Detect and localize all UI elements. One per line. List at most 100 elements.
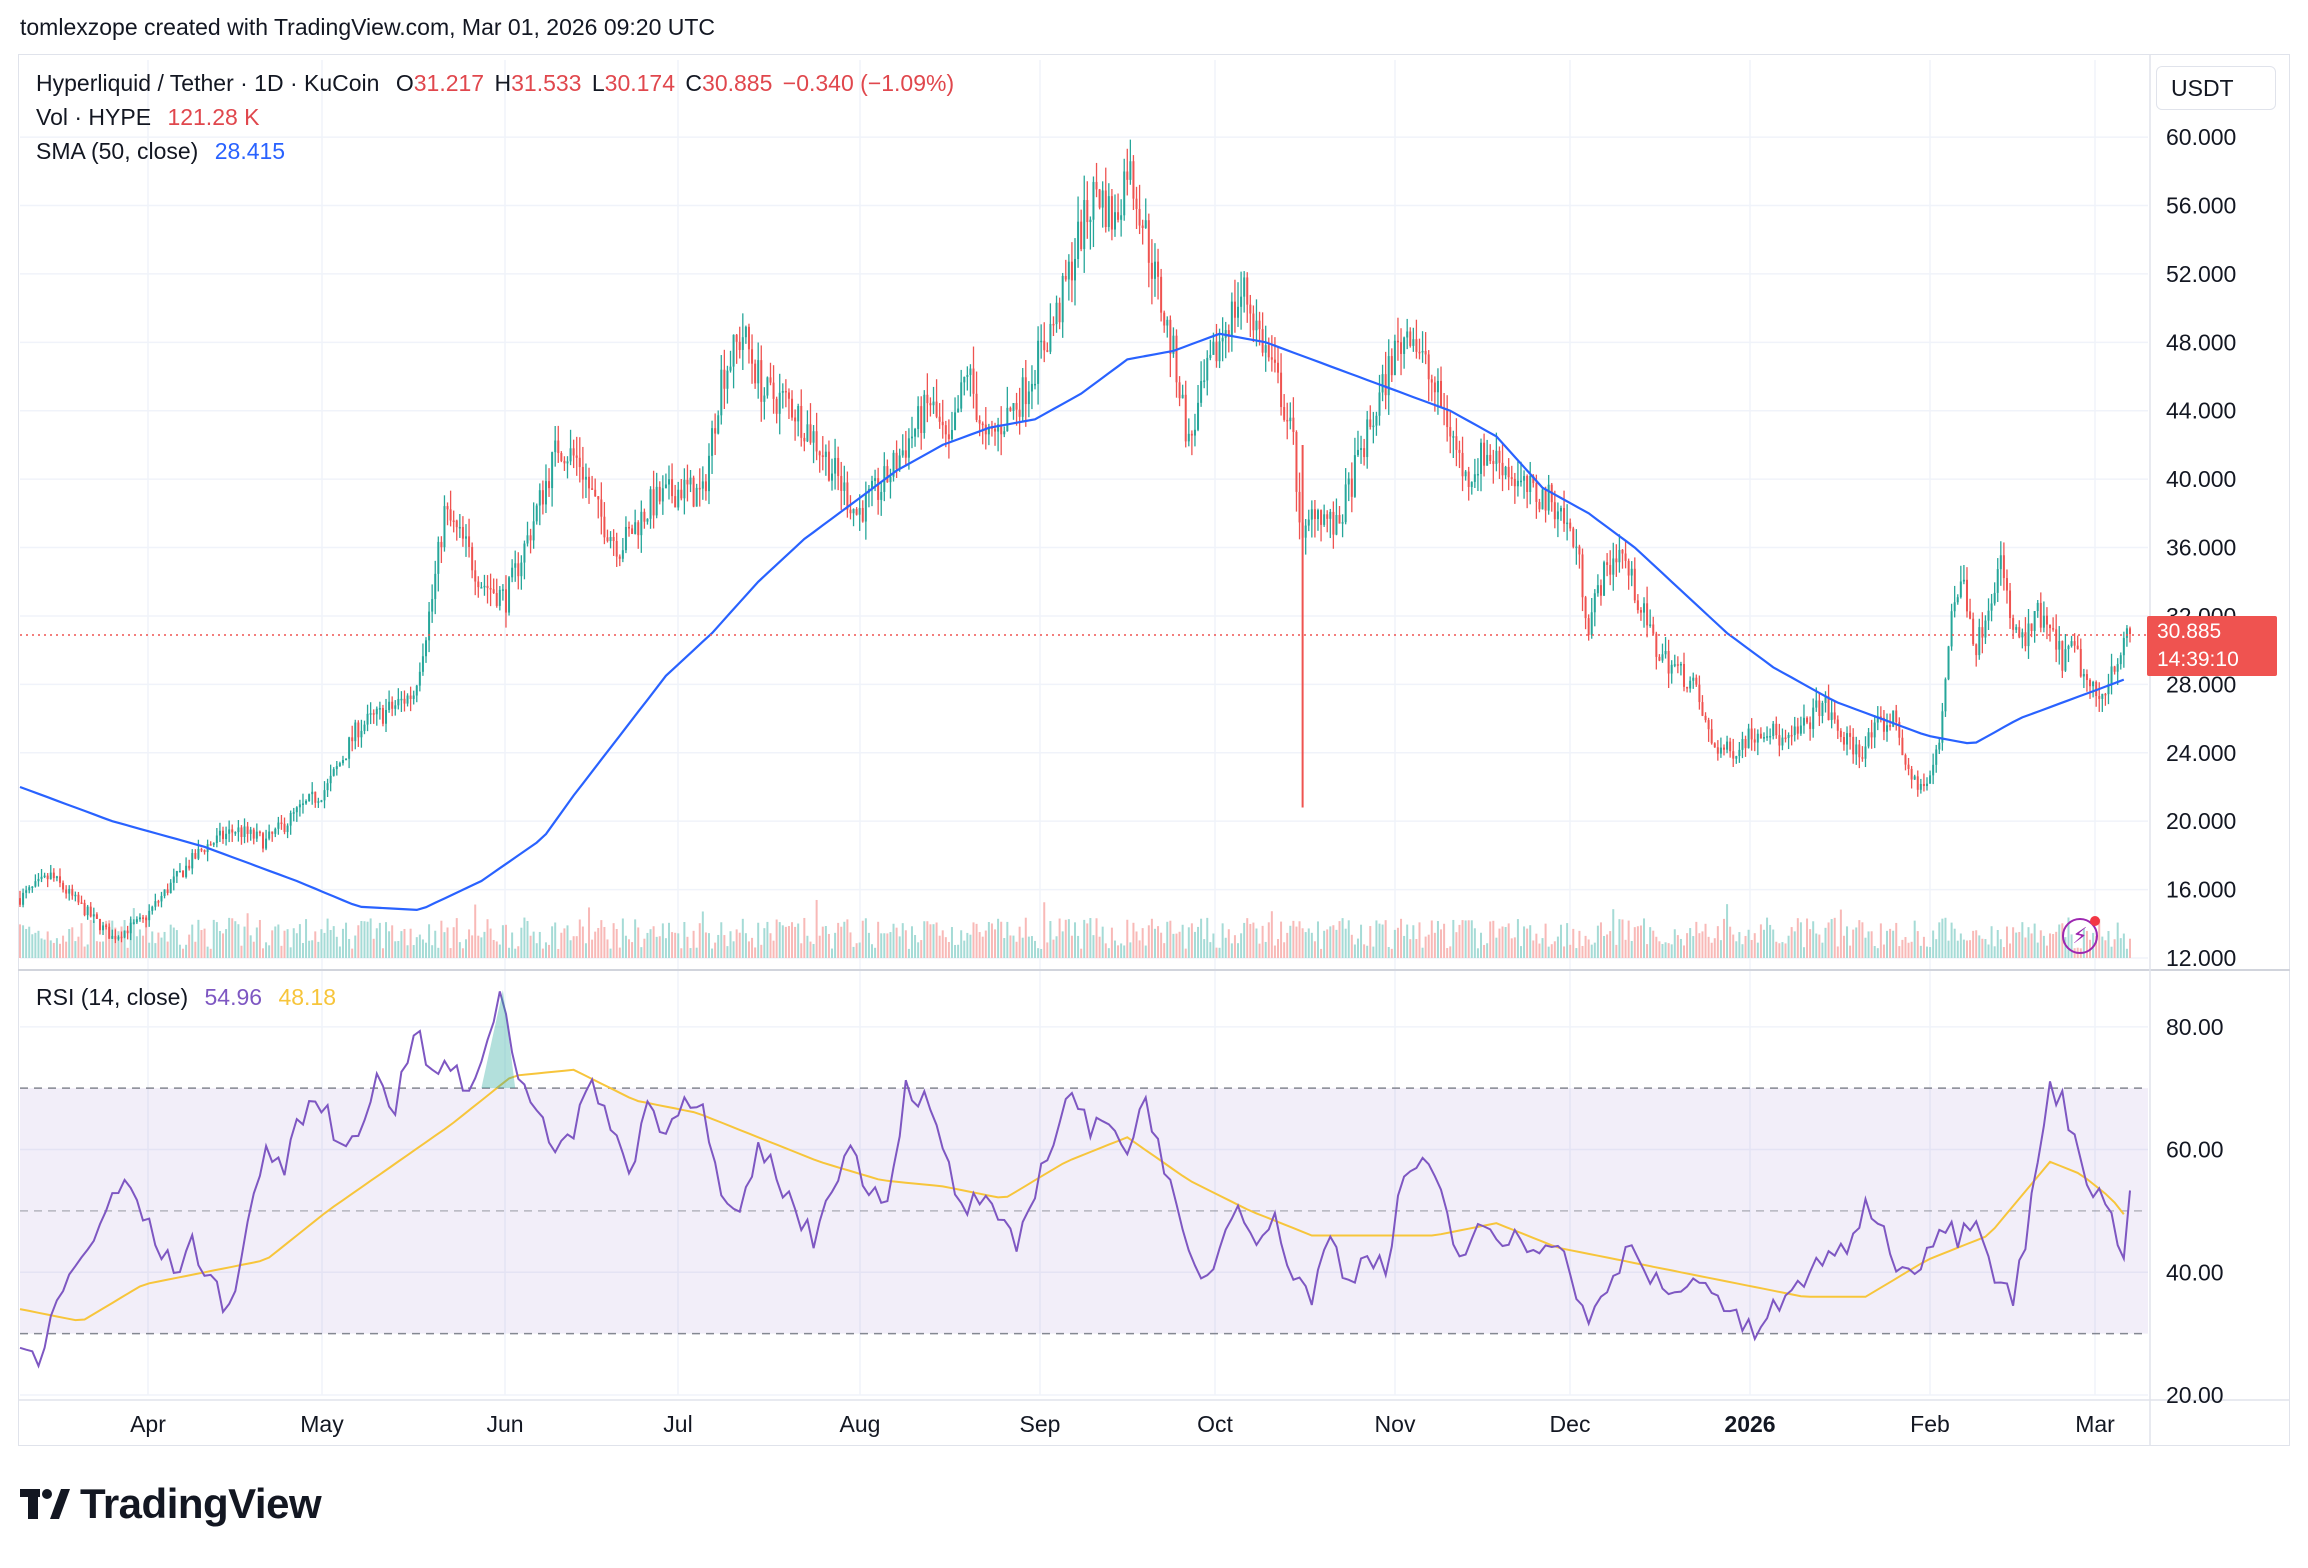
volume-bar xyxy=(1504,927,1507,958)
volume-bar xyxy=(557,948,560,958)
candle-body xyxy=(1110,196,1113,230)
axes: 60.000 56.000 52.000 48.000 44.000 40.000 36.0… xyxy=(18,54,2290,1446)
candle-body xyxy=(483,585,486,588)
volume-bar xyxy=(1187,927,1190,958)
candle-body xyxy=(981,423,984,426)
volume-bar xyxy=(237,924,240,958)
volume-bar xyxy=(1083,919,1086,958)
volume-bar xyxy=(1547,946,1550,958)
rsi-axis-tick: 20.00 xyxy=(2166,1382,2224,1408)
candle-body xyxy=(1965,579,1968,612)
candle-body xyxy=(1412,339,1415,346)
volume-bar xyxy=(923,921,926,958)
candle-body xyxy=(1987,610,1990,621)
candle-body xyxy=(495,593,498,606)
volume-bar xyxy=(320,929,323,958)
volume-bar xyxy=(978,932,981,958)
volume-bar xyxy=(1898,946,1901,958)
candle-body xyxy=(754,363,757,384)
candle-body xyxy=(1467,471,1470,487)
volume-bar xyxy=(1440,929,1443,958)
volume-bar xyxy=(345,922,348,958)
candle-body xyxy=(1289,417,1292,422)
candle-body xyxy=(197,848,200,859)
volume-bar xyxy=(1756,942,1759,958)
volume-bar xyxy=(461,948,464,958)
volume-bar xyxy=(874,947,877,958)
candle-body xyxy=(1101,190,1104,208)
volume-bar xyxy=(25,928,28,958)
legend-low-label: L xyxy=(591,70,605,96)
flash-icon[interactable]: ⚡ xyxy=(2062,916,2100,954)
volume-bar xyxy=(994,929,997,958)
candle-body xyxy=(1929,775,1932,784)
candle-body xyxy=(471,546,474,571)
volume-bar xyxy=(1418,922,1421,958)
volume-bar xyxy=(606,939,609,958)
volume-bar xyxy=(2129,938,2131,958)
candle-body xyxy=(261,833,264,849)
candle-body xyxy=(1396,340,1399,343)
candle-body xyxy=(831,473,834,481)
volume-bar xyxy=(363,921,366,958)
candle-body xyxy=(65,889,68,894)
volume-bar xyxy=(548,944,551,958)
volume-bar xyxy=(947,941,950,958)
volume-bar xyxy=(126,947,129,958)
volume-bar xyxy=(1719,940,1722,958)
candle-body xyxy=(1015,403,1018,410)
candle-body xyxy=(1639,610,1642,613)
volume-bar xyxy=(772,940,775,958)
candle-body xyxy=(1495,450,1498,464)
volume-bar xyxy=(1350,934,1353,958)
candle-body xyxy=(1160,276,1163,313)
volume-bar xyxy=(840,926,843,958)
volume-bar xyxy=(1836,946,1839,958)
volume-bar xyxy=(1080,948,1083,958)
candle-body xyxy=(348,737,351,759)
candle-body xyxy=(938,416,941,422)
candle-body xyxy=(689,477,692,485)
candle-body xyxy=(603,516,606,538)
volume-bar xyxy=(849,932,852,958)
volume-bar xyxy=(265,942,268,958)
candle-body xyxy=(511,567,514,578)
candle-body xyxy=(1849,733,1852,737)
volume-bar xyxy=(778,922,781,958)
volume-bar xyxy=(1433,932,1436,958)
volume-bar xyxy=(1956,940,1959,958)
volume-bar xyxy=(904,930,907,958)
volume-bar xyxy=(1289,925,1292,958)
volume-bar xyxy=(1526,928,1529,958)
volume-bar xyxy=(477,935,480,958)
candle-body xyxy=(1095,181,1098,190)
volume-bar xyxy=(218,930,221,958)
volume-bar xyxy=(775,919,778,958)
candle-body xyxy=(1169,319,1172,354)
sma-line-path xyxy=(19,332,2125,912)
candle-body xyxy=(1541,489,1544,510)
volume-bars xyxy=(19,899,2131,958)
volume-bar xyxy=(46,931,49,958)
volume-bar xyxy=(1925,946,1928,958)
volume-bar xyxy=(889,932,892,958)
candle-body xyxy=(704,481,707,492)
candle-body xyxy=(1827,696,1830,720)
volume-bar xyxy=(1495,937,1498,958)
volume-bar xyxy=(175,930,178,958)
volume-bar xyxy=(1766,917,1769,958)
volume-bar xyxy=(381,948,384,958)
currency-unit-selector[interactable]: USDT xyxy=(2156,66,2276,110)
candle-body xyxy=(655,486,658,516)
candle-body xyxy=(1452,436,1455,438)
volume-bar xyxy=(418,934,421,958)
volume-bar xyxy=(74,941,77,958)
volume-bar xyxy=(1676,935,1679,958)
volume-bar xyxy=(1529,925,1532,958)
volume-bar xyxy=(914,935,917,958)
candle-body xyxy=(852,509,855,514)
volume-bar xyxy=(824,926,827,958)
attribution-text: tomlexzope created with TradingView.com,… xyxy=(20,14,716,40)
volume-bar xyxy=(784,926,787,958)
